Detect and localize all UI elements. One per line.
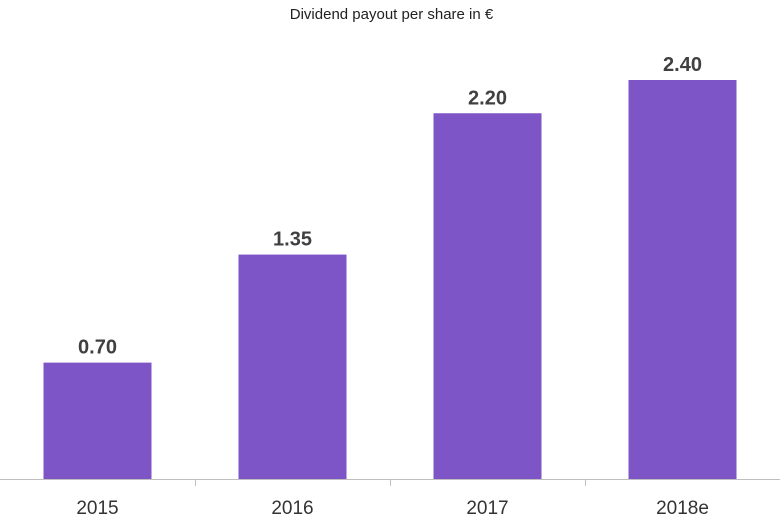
x-tick-label-2016: 2016 bbox=[271, 498, 313, 519]
bar-2015 bbox=[43, 362, 152, 479]
x-tick-label-2015: 2015 bbox=[76, 498, 118, 519]
bar-2018e bbox=[628, 80, 737, 479]
data-label-2018e: 2.40 bbox=[663, 54, 702, 76]
x-tick-label-2017: 2017 bbox=[466, 498, 508, 519]
x-tick-label-2018e: 2018e bbox=[656, 498, 709, 519]
data-label-2015: 0.70 bbox=[78, 337, 117, 359]
data-label-2016: 1.35 bbox=[273, 229, 312, 251]
bar-2017 bbox=[433, 113, 542, 479]
chart-title: Dividend payout per share in € bbox=[289, 6, 494, 23]
data-label-2017: 2.20 bbox=[468, 87, 507, 109]
bar-2016 bbox=[238, 254, 347, 479]
